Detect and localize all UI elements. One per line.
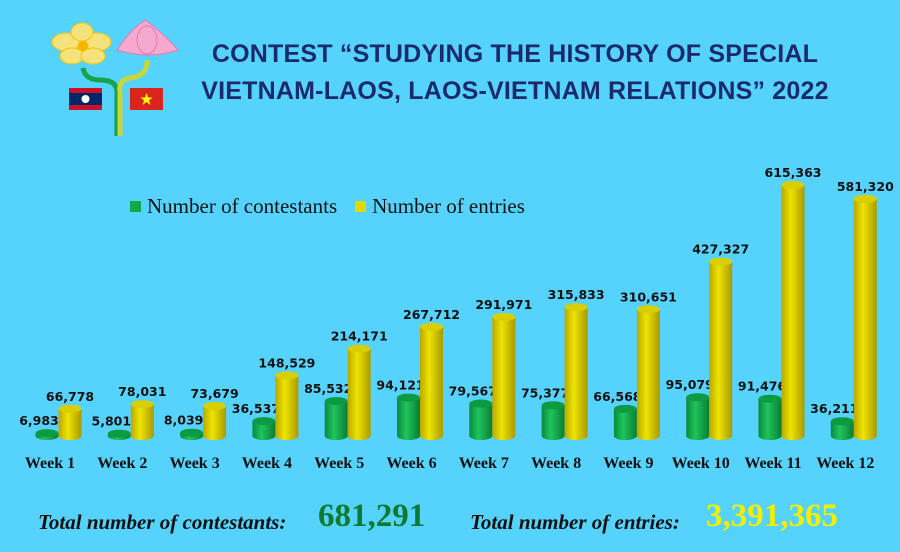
data-label-entries: 267,712: [403, 307, 460, 322]
bar-top-contestants: [35, 429, 59, 438]
legend-label-entries: Number of entries: [372, 194, 525, 218]
data-label-contestants: 6,983: [19, 413, 59, 428]
bar-top-entries: [203, 401, 227, 410]
bar-top-contestants: [469, 399, 493, 408]
legend-label-contestants: Number of contestants: [147, 194, 338, 218]
bar-entries: [636, 309, 660, 440]
bar-entries: [564, 307, 588, 440]
bar-entries: [781, 185, 805, 440]
data-label-entries: 581,320: [837, 179, 894, 194]
bar-top-contestants: [758, 394, 782, 403]
data-label-contestants: 79,567: [449, 384, 497, 399]
bar-contestants: [541, 405, 565, 440]
bar-entries: [130, 404, 154, 440]
bar-entries: [275, 375, 299, 440]
bar-entries: [203, 405, 227, 440]
bar-entries: [420, 326, 443, 440]
data-label-contestants: 66,568: [593, 389, 641, 404]
bar-top-contestants: [686, 393, 710, 402]
x-tick-label: Week 10: [672, 455, 730, 472]
x-tick-label: Week 7: [459, 455, 509, 472]
bar-contestants: [324, 401, 348, 440]
vietnam-flag-icon: [130, 88, 163, 110]
x-tick-label: Week 2: [97, 455, 147, 472]
x-tick-label: Week 8: [531, 455, 581, 472]
total-contestants-value: 681,291: [318, 498, 426, 534]
bar-entries: [347, 348, 371, 440]
data-label-contestants: 95,079: [666, 377, 714, 392]
bar-top-entries: [709, 257, 733, 266]
bar-contestants: [758, 398, 782, 440]
legend-swatch-contestants: [130, 201, 141, 212]
logo-flowers-flags: [51, 19, 179, 136]
bar-top-contestants: [830, 417, 854, 426]
bar-entries: [709, 261, 733, 440]
legend: Number of contestants Number of entries: [130, 194, 525, 219]
x-tick-label: Week 5: [314, 455, 364, 472]
bar-contestants: [397, 397, 420, 440]
data-label-entries: 315,833: [548, 287, 605, 302]
bar-top-contestants: [107, 429, 131, 438]
bar-contestants: [830, 421, 854, 440]
bar-top-entries: [636, 305, 660, 314]
bar-chart: 6,983 66,778 Week 1 5,801 78,031 Week 2 8,039 7…: [19, 165, 894, 472]
data-label-contestants: 8,039: [164, 413, 204, 428]
chart-title-line-1: CONTEST “STUDYING THE HISTORY OF SPECIAL: [211, 40, 819, 68]
data-label-entries: 427,327: [692, 242, 749, 257]
chart-title-line-2: VIETNAM-LAOS, LAOS-VIETNAM RELATIONS” 20…: [201, 77, 829, 105]
x-tick-label: Week 12: [816, 455, 874, 472]
bar-top-contestants: [180, 428, 204, 437]
x-tick-label: Week 6: [386, 455, 436, 472]
bar-top-entries: [492, 312, 516, 321]
x-tick-label: Week 4: [242, 455, 292, 472]
data-label-contestants: 36,211: [810, 401, 858, 416]
data-label-contestants: 5,801: [92, 414, 132, 429]
data-label-entries: 73,679: [190, 386, 238, 401]
bar-top-entries: [420, 322, 443, 331]
bar-top-contestants: [252, 417, 276, 426]
bar-entries: [58, 408, 82, 440]
bar-top-entries: [347, 344, 371, 353]
bar-top-contestants: [324, 397, 348, 406]
data-label-contestants: 36,537: [232, 401, 280, 416]
data-label-contestants: 85,532: [304, 381, 352, 396]
bar-contestants: [252, 421, 276, 440]
legend-swatch-entries: [355, 201, 367, 212]
bar-entries: [853, 198, 877, 440]
x-tick-label: Week 11: [744, 455, 801, 472]
data-label-entries: 66,778: [46, 389, 94, 404]
bar-top-entries: [58, 404, 82, 413]
bar-top-entries: [130, 400, 154, 409]
bar-contestants: [469, 403, 493, 440]
bar-top-entries: [781, 181, 805, 189]
data-label-entries: 310,651: [620, 289, 677, 304]
total-contestants-label: Total number of contestants:: [38, 510, 287, 534]
bar-top-contestants: [541, 401, 565, 410]
bar-entries: [492, 316, 516, 440]
total-entries-value: 3,391,365: [706, 498, 838, 534]
bar-top-contestants: [397, 393, 420, 402]
data-label-contestants: 94,121: [376, 378, 424, 393]
total-entries-label: Total number of entries:: [470, 510, 680, 534]
data-label-contestants: 75,377: [521, 385, 569, 400]
data-label-contestants: 91,476: [738, 379, 787, 394]
bar-contestants: [686, 397, 710, 440]
x-tick-label: Week 1: [25, 455, 75, 472]
bar-top-entries: [853, 194, 877, 203]
x-tick-label: Week 9: [603, 455, 653, 472]
data-label-entries: 214,171: [331, 329, 388, 344]
data-label-entries: 615,363: [765, 165, 822, 180]
data-label-entries: 78,031: [118, 384, 166, 399]
x-tick-label: Week 3: [169, 455, 219, 472]
bar-contestants: [613, 408, 637, 440]
bar-top-contestants: [613, 404, 637, 413]
bar-top-entries: [564, 303, 588, 312]
bar-top-entries: [275, 371, 299, 380]
laos-flag-icon: [69, 88, 102, 110]
data-label-entries: 291,971: [475, 297, 532, 312]
data-label-entries: 148,529: [258, 355, 315, 370]
